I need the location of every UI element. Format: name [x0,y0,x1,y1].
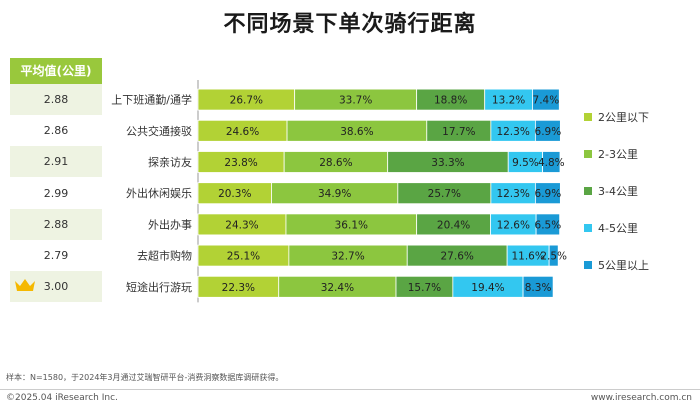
average-value-cell: 2.86 [10,115,102,147]
bar-segment [534,182,561,205]
data-label: 32.4% [321,282,354,294]
category-label: 去超市购物 [137,249,192,263]
data-label: 20.3% [218,188,251,200]
data-label: 17.7% [442,126,475,138]
average-value-cell: 2.99 [10,177,102,209]
category-label: 公共交通接驳 [126,124,192,138]
category-label: 上下班通勤/通学 [111,93,192,107]
data-label: 32.7% [331,251,364,263]
bar-segment [534,119,561,142]
legend-swatch [584,261,592,269]
bar-segment [532,88,560,111]
legend-item: 5公里以上 [584,258,694,274]
bar-segment [548,244,559,267]
legend-swatch [584,187,592,195]
legend-label: 3-4公里 [598,185,638,198]
data-label: 33.3% [431,157,464,169]
average-value: 2.99 [43,186,69,200]
bar-segment [542,151,561,173]
legend-item: 2-3公里 [584,147,694,163]
legend-item: 3-4公里 [584,184,694,200]
data-label: 4.8% [538,157,565,169]
data-label: 7.4% [533,95,560,107]
data-label: 18.8% [434,95,467,107]
data-label: 34.9% [318,188,351,200]
legend-label: 5公里以上 [598,259,649,272]
average-value: 2.86 [43,124,69,138]
bar-segment [522,275,554,298]
legend-swatch [584,150,592,158]
average-value-cell: 2.79 [10,240,102,271]
data-label: 11.6% [511,251,544,263]
average-value-cell: 2.88 [10,208,102,240]
category-label: 外出休闲娱乐 [126,186,192,200]
average-value-cell: 2.91 [10,146,102,178]
average-table: 平均值(公里) 2.88 2.86 2.91 2.99 2.88 2.79 3.00 [10,58,102,303]
data-label: 22.3% [222,282,255,294]
category-label: 外出办事 [148,217,192,231]
copyright: ©2025.04 iResearch Inc. [6,393,118,403]
data-label: 12.6% [497,219,530,231]
category-label: 探亲访友 [148,155,192,169]
data-label: 6.9% [535,188,562,200]
data-label: 6.9% [535,126,562,138]
legend-item: 2公里以下 [584,110,694,126]
average-value: 2.79 [43,249,69,262]
data-label: 36.1% [335,219,368,231]
data-label: 9.5% [512,157,539,169]
legend-item: 4-5公里 [584,221,694,237]
data-label: 23.8% [224,157,257,169]
data-label: 24.6% [226,126,259,138]
average-value: 3.00 [43,280,69,294]
data-label: 12.3% [496,188,529,200]
data-label: 33.7% [339,95,372,107]
footnote: 样本：N=1580，于2024年3月通过艾瑞智研平台-消费洞察数据库调研获得。 [6,373,284,382]
data-label: 20.4% [437,219,470,231]
legend-swatch [584,224,592,232]
crown-icon [15,279,35,292]
data-label: 25.7% [428,188,461,200]
legend-swatch [584,113,592,121]
average-value-cell: 2.88 [10,84,102,115]
average-value-cell: 3.00 [10,271,102,303]
average-value: 2.91 [43,155,69,169]
footer-divider [0,389,700,390]
legend-label: 2公里以下 [598,111,649,124]
data-label: 25.1% [227,251,260,263]
data-label: 26.7% [230,95,263,107]
data-label: 13.2% [492,95,525,107]
legend-label: 2-3公里 [598,148,638,161]
data-label: 15.7% [408,282,441,294]
data-label: 19.4% [471,282,504,294]
data-label: 12.3% [496,126,529,138]
data-label: 2.5% [540,251,567,263]
data-label: 8.3% [525,282,552,294]
website-link[interactable]: www.iresearch.com.cn [590,393,692,403]
data-label: 24.3% [225,219,258,231]
data-label: 6.5% [535,219,562,231]
bar-segment [535,213,561,236]
data-label: 38.6% [340,126,373,138]
data-label: 27.6% [441,251,474,263]
average-table-header: 平均值(公里) [10,58,102,84]
average-value: 2.88 [43,93,69,106]
category-label: 短途出行游玩 [126,280,192,294]
chart-title: 不同场景下单次骑行距离 [223,12,477,37]
average-value: 2.88 [43,217,69,231]
data-label: 28.6% [319,157,352,169]
legend-label: 4-5公里 [598,222,638,235]
